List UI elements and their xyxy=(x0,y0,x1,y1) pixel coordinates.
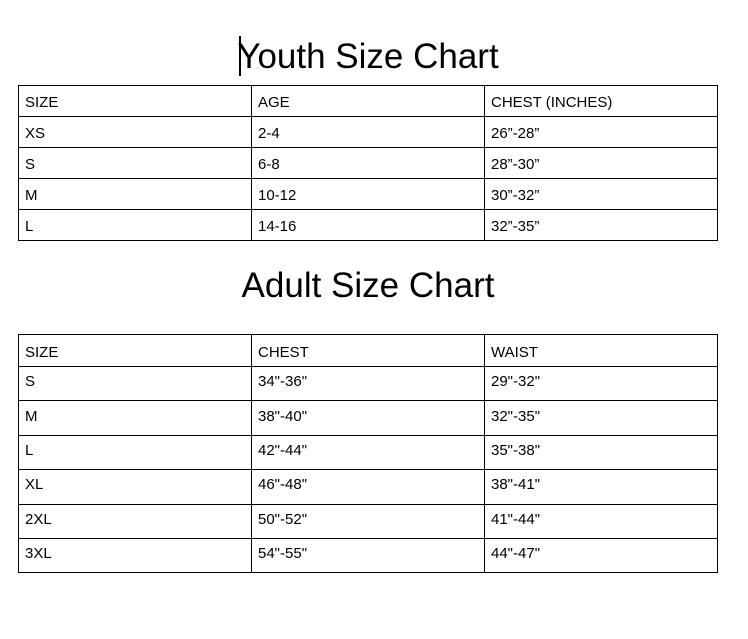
header-cell: CHEST xyxy=(251,334,485,367)
youth-size-chart-title: Youth Size Chart xyxy=(237,37,499,76)
table-row: 3XL 54"-55" 44"-47" xyxy=(18,537,718,574)
table-cell: 32”-35” xyxy=(484,209,718,241)
adult-size-table: SIZE CHEST WAIST S 34"-36" 29"-32" M 38"… xyxy=(18,334,718,574)
table-header-row: SIZE CHEST WAIST xyxy=(18,334,718,367)
table-row: S 6-8 28”-30” xyxy=(18,147,718,179)
table-cell: 29"-32" xyxy=(484,365,718,402)
table-cell: 42"-44" xyxy=(251,434,485,471)
header-cell: AGE xyxy=(251,85,485,117)
table-cell: 6-8 xyxy=(251,147,485,179)
table-cell: 35"-38" xyxy=(484,434,718,471)
table-cell: 28”-30” xyxy=(484,147,718,179)
table-cell: 14-16 xyxy=(251,209,485,241)
header-cell: SIZE xyxy=(18,334,252,367)
header-cell: WAIST xyxy=(484,334,718,367)
table-cell: 54"-55" xyxy=(251,537,485,574)
table-row: L 42"-44" 35"-38" xyxy=(18,434,718,471)
table-cell: 38"-40" xyxy=(251,400,485,436)
header-cell: SIZE xyxy=(18,85,252,117)
table-cell: 50"-52" xyxy=(251,503,485,539)
table-cell: L xyxy=(18,209,252,241)
table-cell: 2XL xyxy=(18,503,252,539)
table-cell: 3XL xyxy=(18,537,252,574)
table-cell: 32"-35" xyxy=(484,400,718,436)
table-cell: XL xyxy=(18,469,252,505)
adult-size-chart-title: Adult Size Chart xyxy=(241,266,495,305)
table-cell: L xyxy=(18,434,252,471)
table-cell: M xyxy=(18,400,252,436)
text-cursor xyxy=(239,36,241,76)
table-cell: S xyxy=(18,147,252,179)
table-cell: 44"-47" xyxy=(484,537,718,574)
table-cell: XS xyxy=(18,116,252,148)
table-cell: 41"-44" xyxy=(484,503,718,539)
table-row: XS 2-4 26”-28” xyxy=(18,116,718,148)
table-cell: 30”-32” xyxy=(484,178,718,210)
table-cell: 2-4 xyxy=(251,116,485,148)
table-row: 2XL 50"-52" 41"-44" xyxy=(18,503,718,539)
table-row: M 38"-40" 32"-35" xyxy=(18,400,718,436)
table-cell: S xyxy=(18,365,252,402)
table-cell: 10-12 xyxy=(251,178,485,210)
youth-size-table: SIZE AGE CHEST (INCHES) XS 2-4 26”-28” S… xyxy=(18,85,718,241)
table-header-row: SIZE AGE CHEST (INCHES) xyxy=(18,85,718,117)
table-row: L 14-16 32”-35” xyxy=(18,209,718,241)
table-cell: 46"-48" xyxy=(251,469,485,505)
table-row: M 10-12 30”-32” xyxy=(18,178,718,210)
table-cell: 34"-36" xyxy=(251,365,485,402)
table-cell: M xyxy=(18,178,252,210)
table-cell: 26”-28” xyxy=(484,116,718,148)
header-cell: CHEST (INCHES) xyxy=(484,85,718,117)
table-row: S 34"-36" 29"-32" xyxy=(18,365,718,402)
table-cell: 38"-41" xyxy=(484,469,718,505)
table-row: XL 46"-48" 38"-41" xyxy=(18,469,718,505)
